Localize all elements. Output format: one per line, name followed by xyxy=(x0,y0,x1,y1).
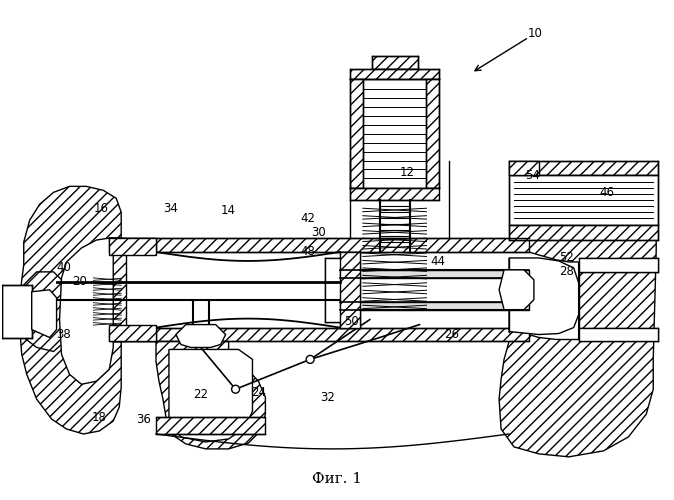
Text: 32: 32 xyxy=(321,390,336,404)
Polygon shape xyxy=(372,56,418,69)
Polygon shape xyxy=(109,328,529,342)
Text: 36: 36 xyxy=(137,412,152,426)
Polygon shape xyxy=(59,238,113,384)
Polygon shape xyxy=(156,342,266,449)
Text: 10: 10 xyxy=(528,26,543,40)
Polygon shape xyxy=(24,272,61,351)
Polygon shape xyxy=(109,238,529,252)
Text: 48: 48 xyxy=(301,246,315,258)
Polygon shape xyxy=(509,160,539,176)
Polygon shape xyxy=(109,328,156,342)
Polygon shape xyxy=(32,290,57,338)
Text: 40: 40 xyxy=(56,262,71,274)
Polygon shape xyxy=(325,258,345,322)
Text: 16: 16 xyxy=(94,202,109,214)
Polygon shape xyxy=(427,79,439,188)
Polygon shape xyxy=(579,328,658,342)
Polygon shape xyxy=(509,160,658,176)
Text: 46: 46 xyxy=(599,186,614,199)
Text: 26: 26 xyxy=(444,328,459,341)
Text: 52: 52 xyxy=(559,252,574,264)
Text: 50: 50 xyxy=(344,315,359,328)
Polygon shape xyxy=(509,176,658,225)
Polygon shape xyxy=(109,238,156,252)
Polygon shape xyxy=(109,324,156,342)
Polygon shape xyxy=(350,79,363,188)
Text: 20: 20 xyxy=(72,276,87,288)
Text: 44: 44 xyxy=(430,256,445,268)
Text: 42: 42 xyxy=(301,212,315,224)
Polygon shape xyxy=(109,238,156,255)
Text: 22: 22 xyxy=(193,388,208,400)
Text: 28: 28 xyxy=(559,266,574,278)
Text: Фиг. 1: Фиг. 1 xyxy=(312,472,362,486)
Polygon shape xyxy=(499,270,534,310)
Polygon shape xyxy=(340,252,360,328)
Circle shape xyxy=(306,356,314,364)
Polygon shape xyxy=(20,186,121,434)
Polygon shape xyxy=(340,302,529,310)
Polygon shape xyxy=(350,188,439,200)
Text: 34: 34 xyxy=(164,202,179,214)
Polygon shape xyxy=(109,238,126,342)
Text: 14: 14 xyxy=(221,204,236,216)
Polygon shape xyxy=(350,69,439,79)
Text: 38: 38 xyxy=(56,328,71,341)
Polygon shape xyxy=(169,350,253,442)
Polygon shape xyxy=(579,258,658,272)
Polygon shape xyxy=(176,324,226,347)
Polygon shape xyxy=(509,258,579,334)
Polygon shape xyxy=(499,240,656,457)
Text: 54: 54 xyxy=(526,169,541,182)
Text: 30: 30 xyxy=(311,226,326,238)
Polygon shape xyxy=(2,285,32,338)
Text: 18: 18 xyxy=(92,410,106,424)
Text: 12: 12 xyxy=(400,166,415,179)
Polygon shape xyxy=(509,225,658,240)
Polygon shape xyxy=(156,417,266,434)
Polygon shape xyxy=(340,270,529,278)
Circle shape xyxy=(232,385,239,393)
Text: 24: 24 xyxy=(251,386,266,398)
